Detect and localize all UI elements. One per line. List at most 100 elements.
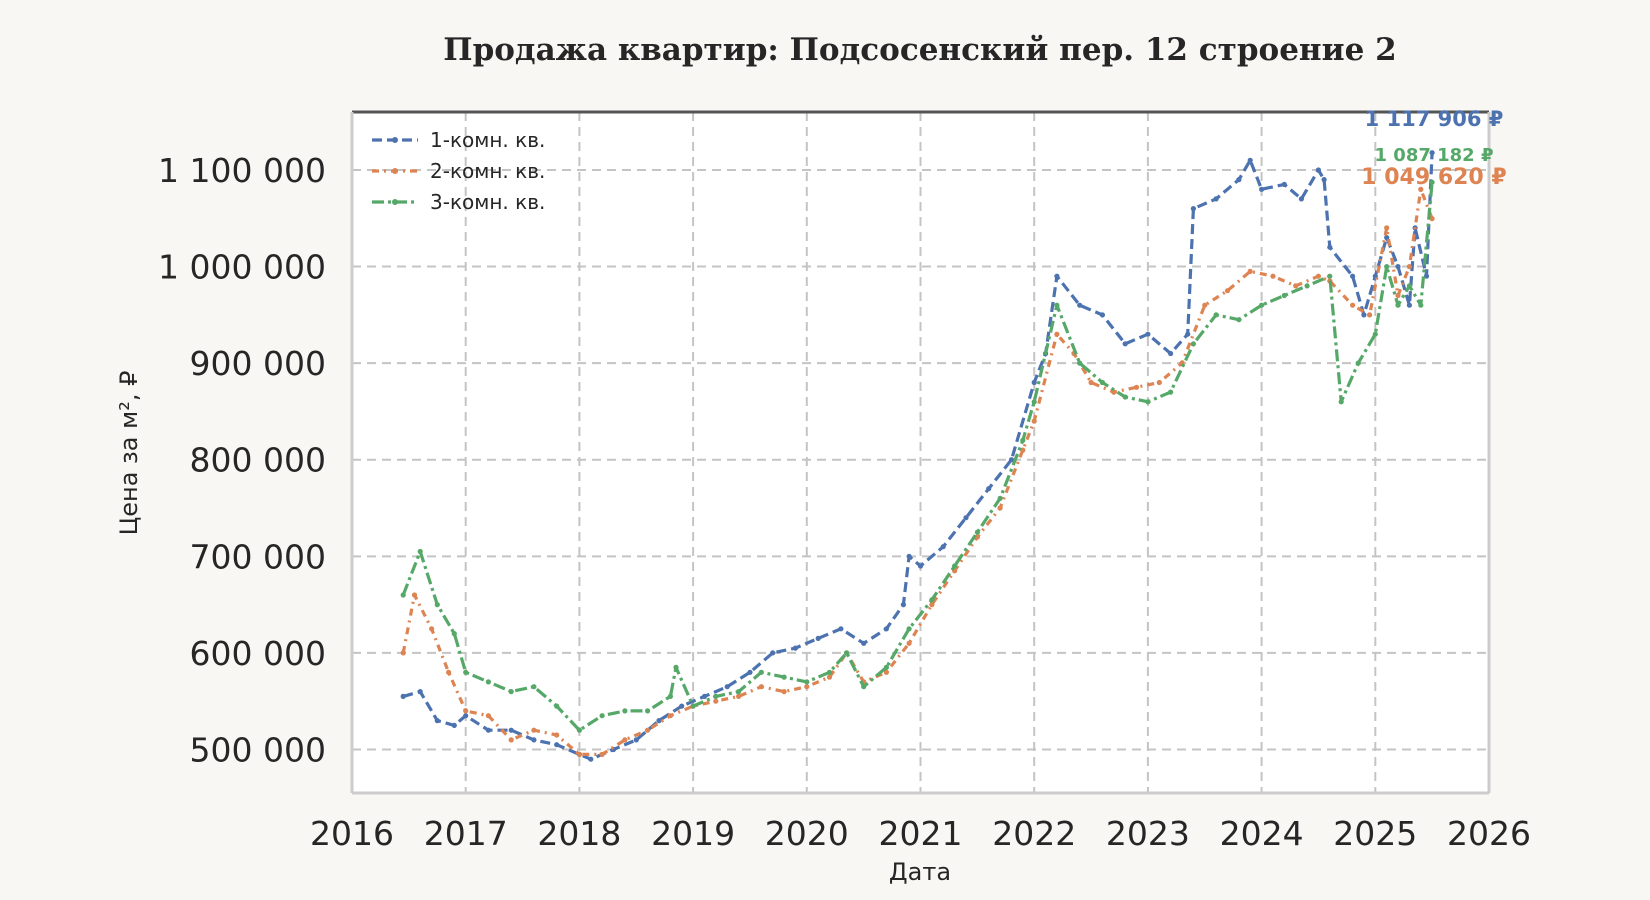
data-point — [622, 737, 628, 743]
x-tick-label: 2018 — [537, 814, 621, 853]
data-point — [1031, 418, 1037, 424]
data-point — [713, 693, 719, 700]
data-point — [815, 635, 821, 642]
data-point — [400, 693, 406, 700]
data-point — [434, 602, 440, 608]
y-tick-label: 900 000 — [190, 344, 326, 383]
data-point — [1099, 312, 1105, 318]
y-axis-label: Цена за м², ₽ — [115, 371, 143, 536]
data-point — [599, 713, 605, 719]
data-point — [1423, 273, 1430, 279]
data-point — [1315, 273, 1321, 279]
data-point — [974, 529, 981, 535]
legend-label: 1-комн. кв. — [430, 128, 545, 152]
data-point — [917, 563, 924, 569]
data-point — [1145, 331, 1151, 337]
data-point — [1213, 312, 1219, 318]
data-point — [400, 592, 406, 598]
data-point — [451, 722, 457, 729]
data-point — [1367, 312, 1373, 318]
data-point — [554, 742, 560, 748]
data-point — [1020, 437, 1026, 443]
data-point — [826, 669, 833, 675]
data-point — [554, 732, 560, 738]
data-point — [429, 626, 435, 632]
series-line — [401, 187, 1434, 757]
y-tick-label: 700 000 — [190, 537, 326, 576]
data-point — [463, 713, 469, 719]
data-point — [622, 708, 628, 714]
data-point — [883, 664, 890, 671]
series-layer — [400, 150, 1435, 762]
data-point — [1077, 302, 1083, 308]
data-point — [713, 698, 719, 704]
data-point — [1259, 302, 1265, 308]
end-value-label: 1 087 182 ₽ — [1375, 145, 1494, 166]
data-point — [1338, 399, 1344, 405]
data-point — [906, 640, 912, 646]
data-point — [508, 689, 514, 695]
data-point — [1384, 225, 1390, 231]
data-point — [1031, 399, 1037, 405]
data-point — [736, 689, 742, 695]
data-point — [599, 751, 605, 758]
data-point — [1406, 283, 1412, 289]
data-point — [690, 703, 696, 709]
data-point — [804, 684, 810, 690]
data-point — [906, 626, 912, 632]
data-point — [1008, 457, 1015, 463]
data-point — [645, 727, 651, 733]
data-point — [1031, 379, 1037, 386]
data-point — [940, 544, 946, 550]
data-point — [826, 674, 833, 680]
x-tick-label: 2022 — [992, 814, 1076, 853]
data-point — [1327, 273, 1333, 279]
chart-title: Продажа квартир: Подсосенский пер. 12 ст… — [443, 32, 1396, 68]
y-tick-label: 1 000 000 — [158, 248, 326, 287]
x-axis-ticks: 2016 2017 2018 2019 2020 2021 2022 2023 2024 2025… — [310, 814, 1531, 853]
data-point — [485, 727, 491, 733]
data-point — [758, 669, 764, 675]
x-tick-label: 2024 — [1220, 814, 1304, 853]
data-point — [1429, 216, 1435, 222]
data-point — [929, 597, 935, 603]
plot-frame — [350, 110, 1491, 795]
data-point — [576, 727, 583, 733]
data-point — [883, 669, 890, 675]
data-point — [1088, 379, 1094, 386]
data-point — [929, 602, 935, 608]
data-point — [781, 674, 787, 680]
data-point — [1395, 292, 1401, 299]
legend-item: 2-комн. кв. — [372, 159, 545, 183]
data-point — [1321, 177, 1327, 183]
x-tick-label: 2026 — [1447, 814, 1531, 853]
x-tick-label: 2017 — [424, 814, 508, 853]
data-point — [645, 708, 651, 714]
x-tick-label: 2020 — [765, 814, 849, 853]
end-value-label: 1 049 620 ₽ — [1361, 165, 1506, 190]
legend-marker — [392, 168, 398, 174]
series-3 — [400, 179, 1435, 733]
data-point — [1185, 331, 1191, 337]
data-point — [446, 669, 452, 675]
data-point — [1122, 394, 1128, 400]
data-point — [1202, 302, 1208, 308]
legend: 1-комн. кв. 2-комн. кв. 3-комн. кв. — [372, 128, 545, 214]
y-axis-ticks: 500 000 600 000 700 000 800 000 900 000 1 000… — [158, 151, 326, 770]
data-point — [838, 626, 844, 632]
x-tick-label: 2016 — [310, 814, 394, 853]
y-tick-label: 600 000 — [190, 634, 326, 673]
data-point — [1395, 264, 1401, 270]
data-point — [1168, 389, 1174, 395]
data-point — [1372, 273, 1378, 279]
legend-label: 3-комн. кв. — [430, 190, 545, 214]
data-point — [1293, 283, 1299, 289]
data-point — [1236, 177, 1242, 183]
end-value-label: 1 117 906 ₽ — [1365, 107, 1504, 131]
data-point — [531, 684, 537, 690]
data-point — [747, 669, 753, 675]
data-point — [1406, 264, 1412, 270]
x-tick-label: 2023 — [1106, 814, 1190, 853]
data-point — [1395, 302, 1401, 308]
data-point — [1259, 186, 1265, 192]
